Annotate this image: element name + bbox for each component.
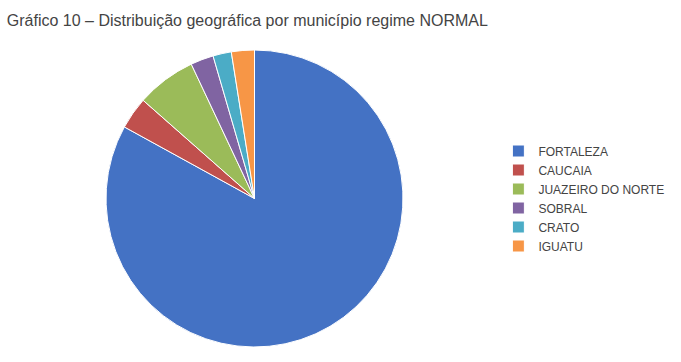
svg-text:IGUATU: IGUATU (538, 240, 582, 254)
svg-text:SOBRAL: SOBRAL (538, 202, 587, 216)
svg-text:Gráfico 10 – Distribuição geog: Gráfico 10 – Distribuição geográfica por… (7, 12, 488, 29)
svg-text:CRATO: CRATO (538, 221, 579, 235)
svg-text:CAUCAIA: CAUCAIA (538, 164, 591, 178)
svg-text:FORTALEZA: FORTALEZA (538, 145, 608, 159)
svg-text:JUAZEIRO DO NORTE: JUAZEIRO DO NORTE (538, 183, 664, 197)
